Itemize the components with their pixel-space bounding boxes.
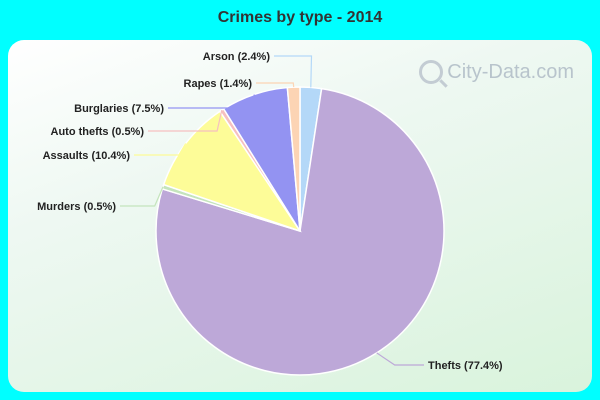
- slice-label-burglaries: Burglaries (7.5%): [74, 103, 164, 115]
- leader-line-rapes: [256, 82, 295, 88]
- leader-line-auto-thefts: [148, 109, 223, 132]
- watermark-text: City-Data.com: [447, 60, 574, 83]
- leader-line-arson: [274, 55, 313, 88]
- slice-label-murders: Murders (0.5%): [37, 201, 116, 213]
- slice-label-thefts: Thefts (77.4%): [428, 360, 503, 372]
- slice-label-auto-thefts: Auto thefts (0.5%): [51, 126, 145, 138]
- leader-line-murders: [120, 186, 164, 207]
- slice-label-arson: Arson (2.4%): [203, 51, 271, 63]
- leader-line-thefts: [376, 352, 424, 366]
- watermark-logo: City-Data.com: [419, 60, 574, 84]
- pie-slice-thefts: [155, 87, 445, 376]
- pie-slice-assaults: [162, 110, 302, 233]
- slice-label-assaults: Assaults (10.4%): [43, 150, 131, 162]
- leader-line-burglaries: [168, 94, 255, 109]
- chart-title: Crimes by type - 2014: [217, 9, 383, 26]
- magnifier-icon: [419, 60, 444, 84]
- pie-slice-rapes: [286, 86, 301, 232]
- slice-label-rapes: Rapes (1.4%): [184, 78, 253, 90]
- leader-line-assaults: [134, 143, 187, 156]
